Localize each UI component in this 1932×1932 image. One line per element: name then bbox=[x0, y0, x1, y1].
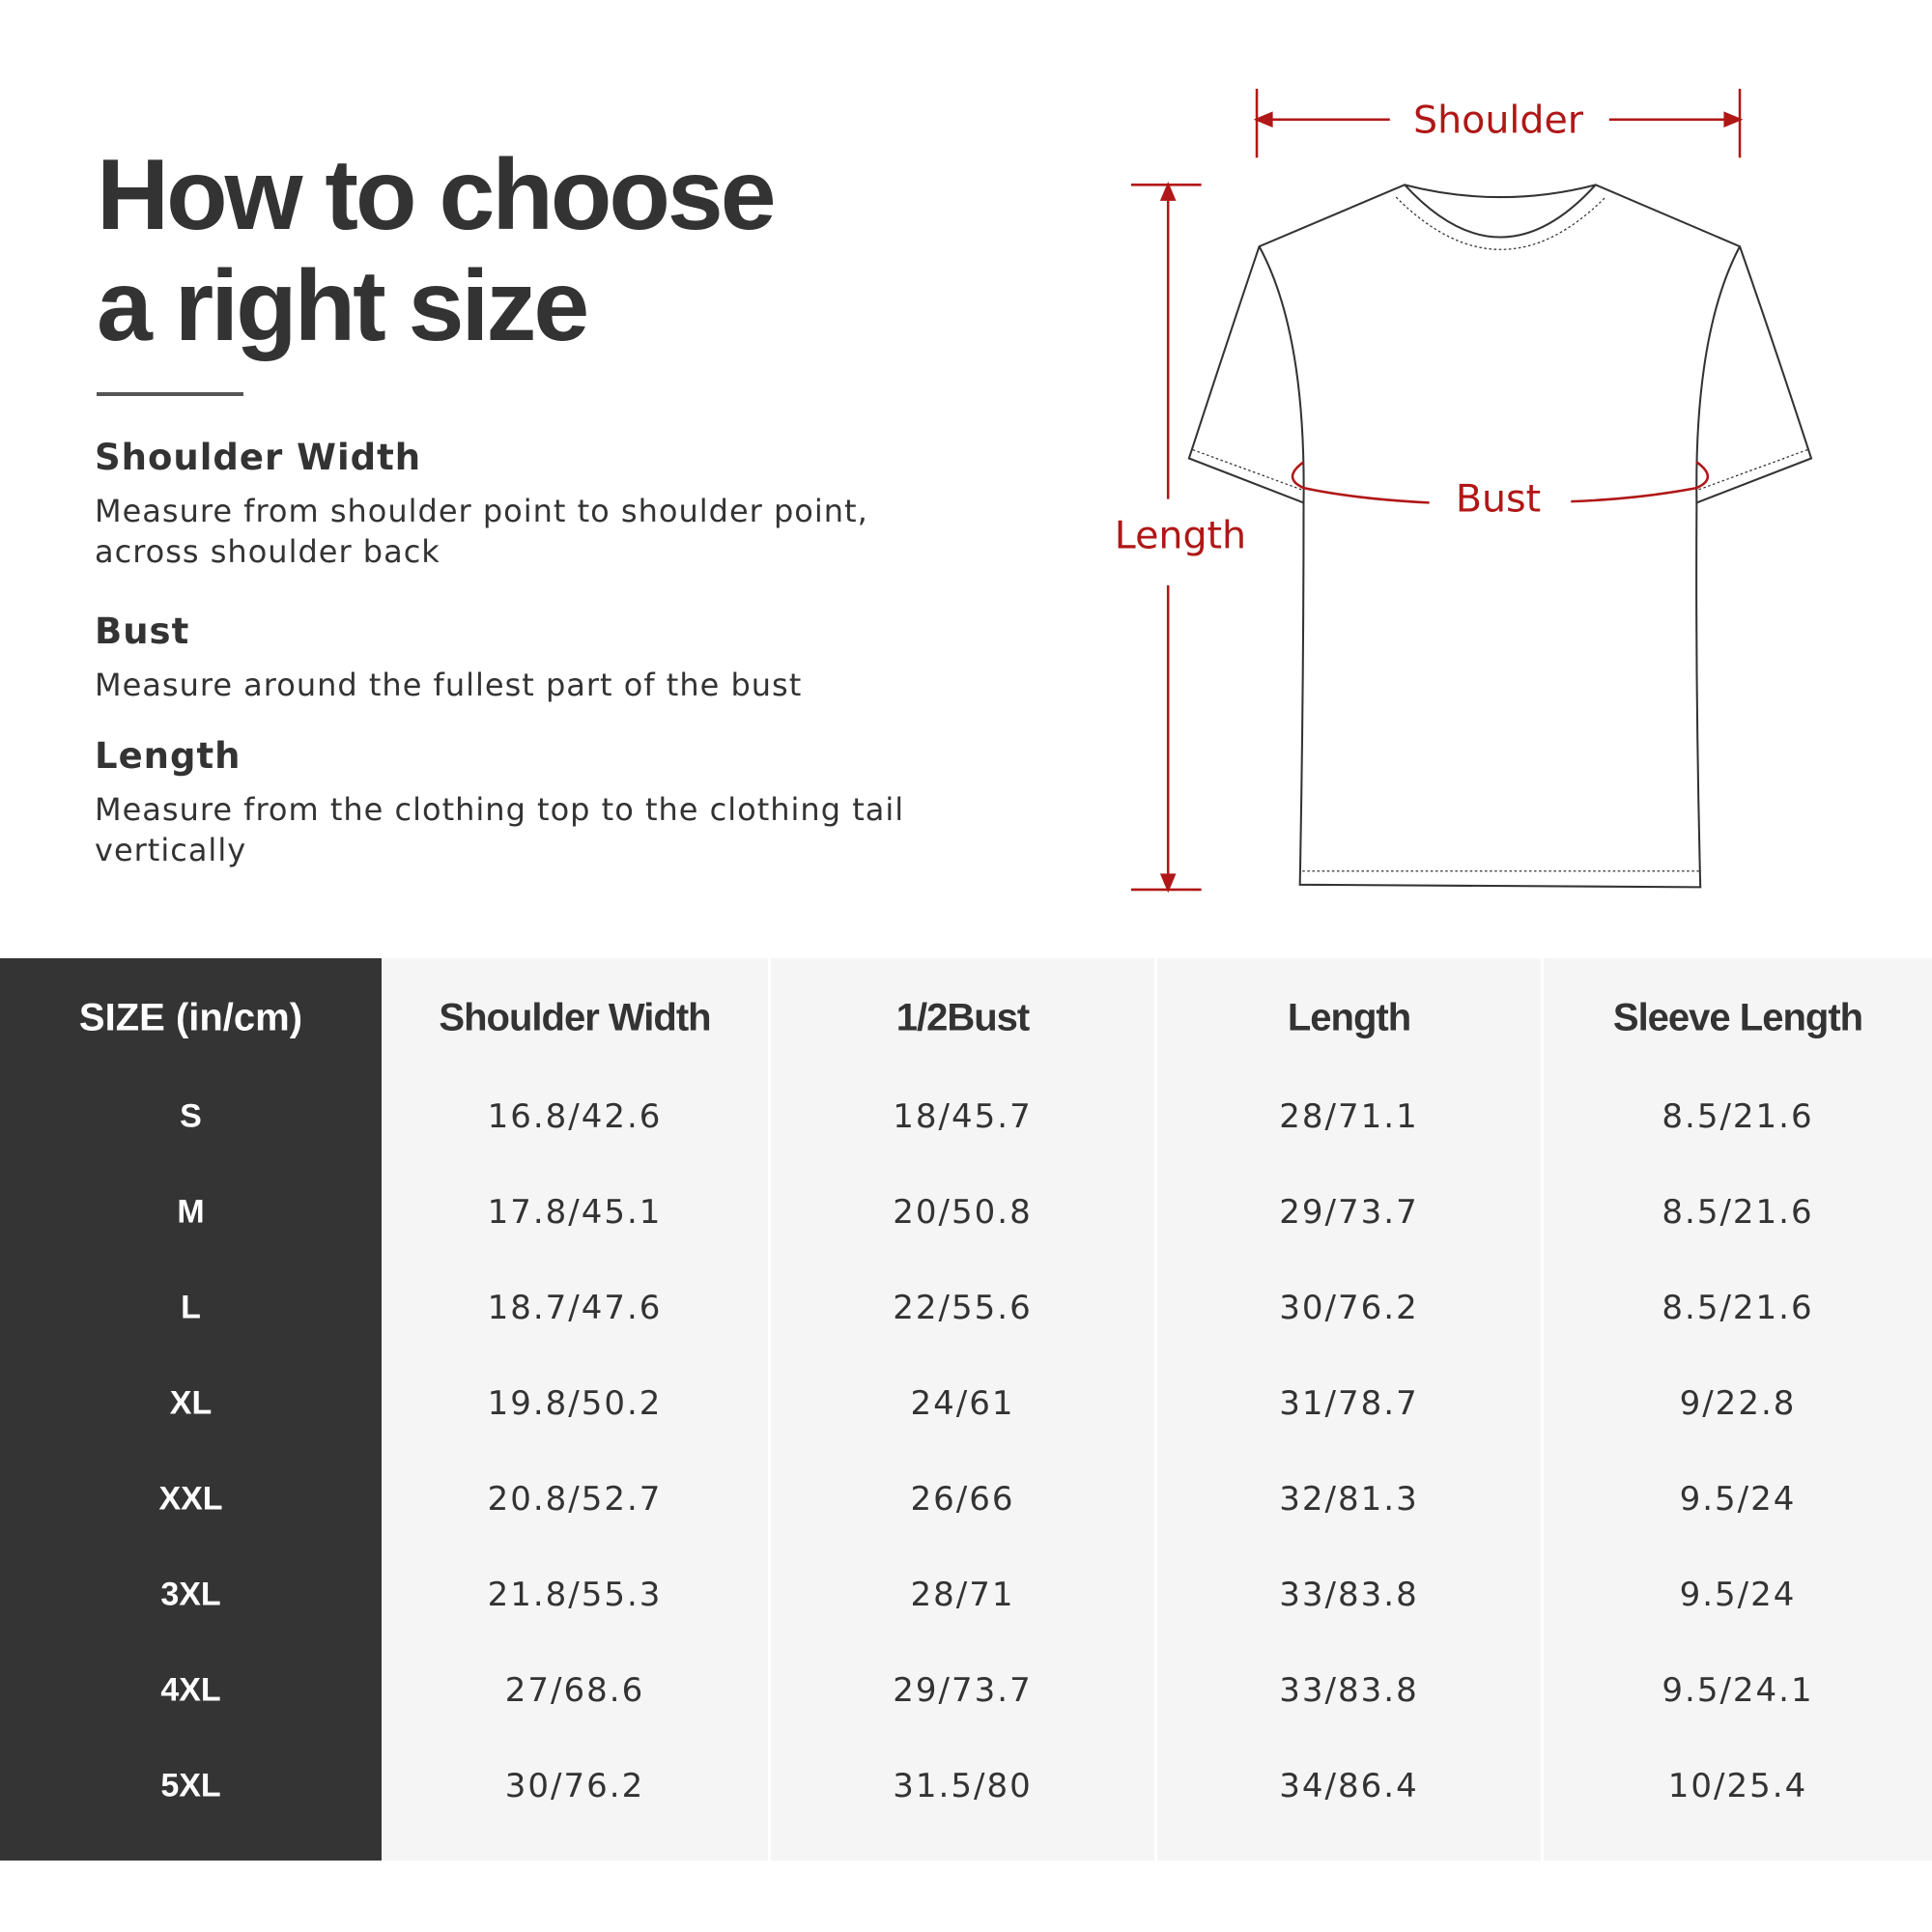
header-size: SIZE (in/cm) bbox=[78, 996, 303, 1039]
shoulder-width-column: Shoulder Width 16.8/42.6 17.8/45.1 18.7/47.… bbox=[382, 958, 768, 1861]
cell-shoulder-width-3xl: 21.8/55.3 bbox=[487, 1576, 663, 1614]
guide-heading-bust: Bust bbox=[95, 611, 190, 652]
cell-half-bust-3xl: 28/71 bbox=[910, 1576, 1015, 1614]
cell-size-l: L bbox=[181, 1289, 201, 1326]
cell-shoulder-width-l: 18.7/47.6 bbox=[487, 1289, 663, 1327]
measure-arrows bbox=[1130, 88, 1744, 894]
cell-size-m: M bbox=[177, 1193, 205, 1231]
cell-size-xl: XL bbox=[169, 1384, 213, 1422]
cell-sleeve-length-3xl: 9.5/24 bbox=[1679, 1576, 1797, 1614]
t-shirt-outline-icon bbox=[1187, 184, 1813, 889]
cell-length-l: 30/76.2 bbox=[1279, 1289, 1419, 1327]
size-column: SIZE (in/cm) S M L XL XXL 3XL 4XL 5XL bbox=[0, 958, 382, 1861]
cell-sleeve-length-4xl: 9.5/24.1 bbox=[1662, 1671, 1814, 1710]
cell-sleeve-length-m: 8.5/21.6 bbox=[1662, 1193, 1814, 1232]
sleeve-length-column: Sleeve Length 8.5/21.6 8.5/21.6 8.5/21.6 9/2… bbox=[1544, 958, 1932, 1861]
cell-shoulder-width-5xl: 30/76.2 bbox=[504, 1767, 645, 1805]
guide-heading-length: Length bbox=[95, 735, 242, 777]
cell-shoulder-width-xl: 19.8/50.2 bbox=[487, 1384, 663, 1423]
cell-size-xxl: XXL bbox=[158, 1480, 223, 1518]
cell-size-s: S bbox=[180, 1097, 202, 1135]
header-half-bust: 1/2Bust bbox=[895, 996, 1031, 1039]
page-title-line-1: How to choose bbox=[97, 139, 777, 251]
guide-desc-shoulder-1: Measure from shoulder point to shoulder … bbox=[95, 493, 868, 529]
header-shoulder-width: Shoulder Width bbox=[439, 996, 711, 1039]
length-column: Length 28/71.1 29/73.7 30/76.2 31/78.7 32/81.… bbox=[1157, 958, 1541, 1861]
half-bust-column: 1/2Bust 18/45.7 20/50.8 22/55.6 24/61 26/66 28… bbox=[771, 958, 1154, 1861]
shoulder-label: Shoulder bbox=[1413, 99, 1584, 143]
guide-heading-shoulder: Shoulder Width bbox=[95, 437, 422, 478]
bust-label: Bust bbox=[1456, 476, 1541, 521]
cell-half-bust-5xl: 31.5/80 bbox=[893, 1767, 1033, 1805]
arrowhead-down-icon bbox=[1159, 873, 1177, 894]
arrowhead-left-icon bbox=[1253, 111, 1273, 128]
cell-half-bust-xl: 24/61 bbox=[910, 1384, 1015, 1423]
guide-desc-bust: Measure around the fullest part of the b… bbox=[95, 667, 803, 703]
cell-size-3xl: 3XL bbox=[160, 1576, 221, 1613]
cell-half-bust-4xl: 29/73.7 bbox=[893, 1671, 1033, 1710]
cell-half-bust-m: 20/50.8 bbox=[893, 1193, 1033, 1232]
cell-half-bust-s: 18/45.7 bbox=[893, 1097, 1033, 1136]
cell-length-xl: 31/78.7 bbox=[1279, 1384, 1419, 1423]
cell-shoulder-width-s: 16.8/42.6 bbox=[487, 1097, 663, 1136]
cell-length-m: 29/73.7 bbox=[1279, 1193, 1419, 1232]
cell-sleeve-length-xxl: 9.5/24 bbox=[1679, 1480, 1797, 1519]
cell-half-bust-xxl: 26/66 bbox=[910, 1480, 1015, 1519]
guide-desc-length-2: vertically bbox=[95, 832, 247, 868]
cell-shoulder-width-xxl: 20.8/52.7 bbox=[487, 1480, 663, 1519]
header-sleeve-length: Sleeve Length bbox=[1612, 996, 1863, 1039]
cell-sleeve-length-s: 8.5/21.6 bbox=[1662, 1097, 1814, 1136]
guide-desc-length-1: Measure from the clothing top to the clo… bbox=[95, 791, 905, 828]
cell-length-5xl: 34/86.4 bbox=[1279, 1767, 1419, 1805]
cell-sleeve-length-5xl: 10/25.4 bbox=[1667, 1767, 1808, 1805]
page-title-line-2: a right size bbox=[97, 250, 589, 362]
cell-length-4xl: 33/83.8 bbox=[1279, 1671, 1419, 1710]
cell-size-4xl: 4XL bbox=[160, 1671, 221, 1709]
cell-length-3xl: 33/83.8 bbox=[1279, 1576, 1419, 1614]
bust-curve-right bbox=[1571, 461, 1710, 503]
header-length: Length bbox=[1287, 996, 1411, 1039]
cell-sleeve-length-xl: 9/22.8 bbox=[1679, 1384, 1797, 1423]
cell-length-s: 28/71.1 bbox=[1279, 1097, 1419, 1136]
cell-shoulder-width-m: 17.8/45.1 bbox=[487, 1193, 663, 1232]
bust-curve-left bbox=[1291, 461, 1430, 504]
length-label: Length bbox=[1115, 514, 1246, 558]
arrowhead-right-icon bbox=[1723, 111, 1744, 128]
cell-half-bust-l: 22/55.6 bbox=[893, 1289, 1033, 1327]
cell-size-5xl: 5XL bbox=[160, 1767, 221, 1804]
cell-sleeve-length-l: 8.5/21.6 bbox=[1662, 1289, 1814, 1327]
size-chart-table: SIZE (in/cm) S M L XL XXL 3XL 4XL 5XL Shoulder W… bbox=[0, 958, 1932, 1861]
cell-length-xxl: 32/81.3 bbox=[1279, 1480, 1419, 1519]
guide-desc-shoulder-2: across shoulder back bbox=[95, 533, 440, 570]
arrowhead-up-icon bbox=[1159, 182, 1177, 201]
title-divider bbox=[97, 392, 243, 396]
cell-shoulder-width-4xl: 27/68.6 bbox=[504, 1671, 645, 1710]
